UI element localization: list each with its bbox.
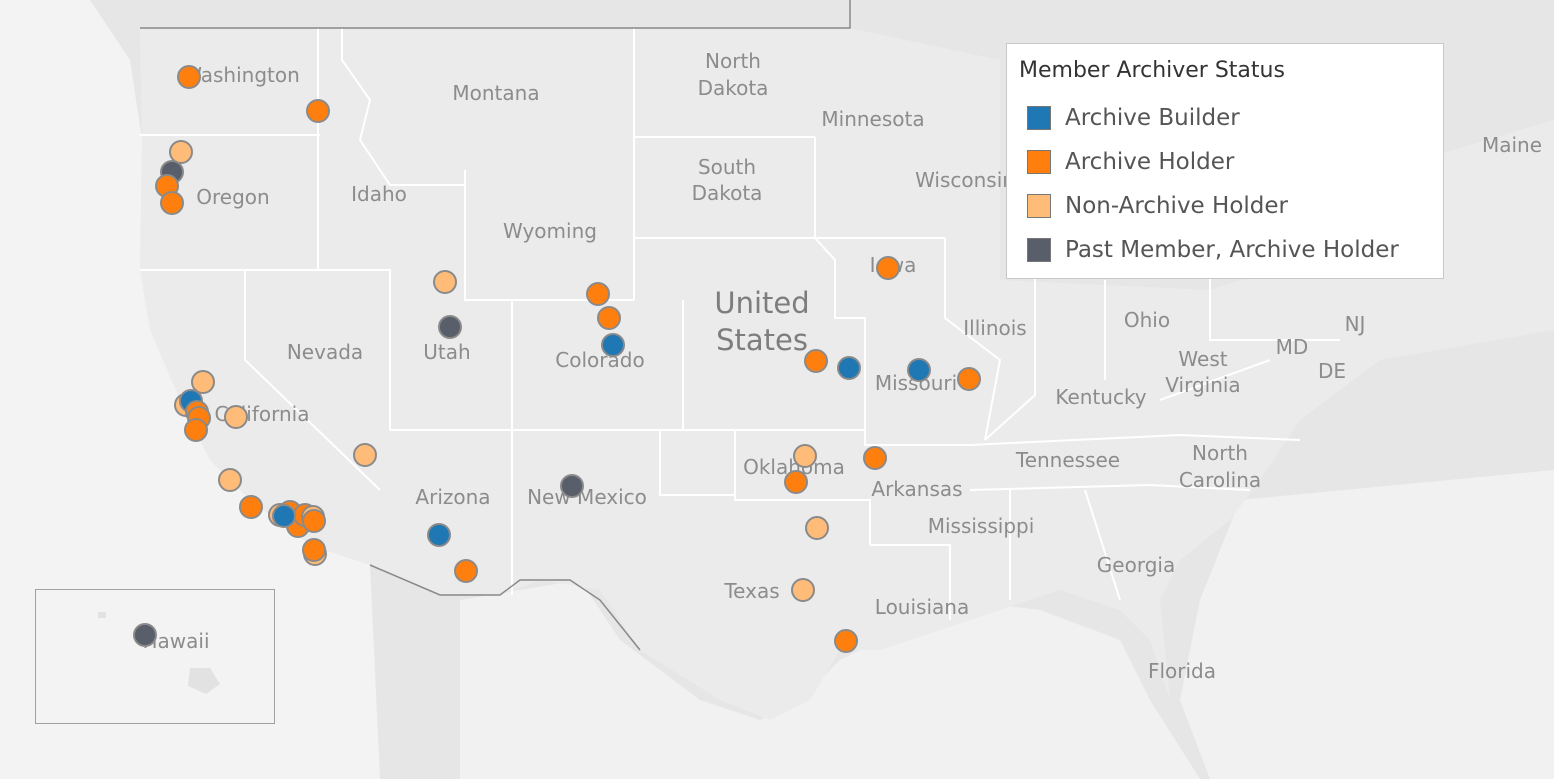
member-marker[interactable] [586, 282, 610, 306]
legend-title: Member Archiver Status [1019, 58, 1285, 83]
member-marker[interactable] [433, 270, 457, 294]
legend-label: Archive Builder [1065, 105, 1240, 131]
member-marker[interactable] [177, 65, 201, 89]
state-label: Wisconsin [915, 168, 1015, 192]
legend-swatch [1027, 194, 1051, 218]
state-label: West [1178, 347, 1227, 371]
legend-swatch [1027, 150, 1051, 174]
member-marker[interactable] [302, 538, 326, 562]
legend-item-archive-builder[interactable]: Archive Builder [1019, 96, 1431, 140]
member-marker[interactable] [876, 256, 900, 280]
legend-label: Archive Holder [1065, 149, 1235, 175]
member-marker[interactable] [160, 191, 184, 215]
member-marker[interactable] [306, 99, 330, 123]
member-marker[interactable] [601, 333, 625, 357]
legend: Member Archiver Status Archive Builder A… [1006, 43, 1444, 279]
member-marker[interactable] [224, 405, 248, 429]
state-label: Arizona [415, 485, 490, 509]
member-marker[interactable] [302, 509, 326, 533]
state-label: Idaho [351, 182, 407, 206]
member-marker[interactable] [597, 306, 621, 330]
state-label: Ohio [1124, 308, 1170, 332]
state-label: Oregon [196, 185, 269, 209]
member-marker[interactable] [837, 356, 861, 380]
member-marker[interactable] [560, 474, 584, 498]
member-marker[interactable] [133, 623, 157, 647]
legend-item-archive-holder[interactable]: Archive Holder [1019, 140, 1431, 184]
country-label: States [716, 323, 808, 357]
member-marker[interactable] [805, 516, 829, 540]
state-label: Mississippi [928, 514, 1035, 538]
member-marker[interactable] [784, 470, 808, 494]
state-label: Maine [1482, 133, 1542, 157]
member-marker[interactable] [353, 443, 377, 467]
member-marker[interactable] [218, 468, 242, 492]
state-label: Kentucky [1055, 385, 1146, 409]
member-marker[interactable] [184, 418, 208, 442]
state-label: Montana [452, 81, 539, 105]
state-label: NJ [1345, 312, 1366, 336]
member-marker[interactable] [804, 349, 828, 373]
country-label: United [714, 286, 809, 320]
member-marker[interactable] [191, 370, 215, 394]
member-marker[interactable] [907, 358, 931, 382]
member-marker[interactable] [863, 446, 887, 470]
state-label: Washington [182, 63, 300, 87]
state-label: Illinois [963, 316, 1026, 340]
state-label: MD [1276, 335, 1309, 359]
member-marker[interactable] [454, 559, 478, 583]
legend-label: Non-Archive Holder [1065, 193, 1288, 219]
hawaii-inset [35, 589, 275, 724]
state-label: Colorado [555, 348, 644, 372]
state-label: Utah [423, 340, 470, 364]
member-marker[interactable] [169, 140, 193, 164]
legend-item-non-archive-holder[interactable]: Non-Archive Holder [1019, 184, 1431, 228]
state-label: Wyoming [503, 219, 597, 243]
state-label: Tennessee [1015, 448, 1120, 472]
state-label: Minnesota [821, 107, 924, 131]
state-label: Nevada [287, 340, 363, 364]
state-label: Louisiana [875, 595, 969, 619]
state-label: Florida [1148, 659, 1216, 683]
state-label: South [698, 155, 756, 179]
member-marker[interactable] [793, 444, 817, 468]
state-label: Virginia [1165, 373, 1240, 397]
legend-item-past-member[interactable]: Past Member, Archive Holder [1019, 228, 1431, 272]
state-label: New Mexico [527, 485, 647, 509]
member-marker[interactable] [791, 578, 815, 602]
member-marker[interactable] [834, 629, 858, 653]
member-marker[interactable] [427, 523, 451, 547]
state-label: North [1192, 441, 1248, 465]
member-marker[interactable] [438, 315, 462, 339]
state-label: Georgia [1097, 553, 1175, 577]
legend-swatch [1027, 106, 1051, 130]
state-label: North [705, 49, 761, 73]
member-marker[interactable] [957, 367, 981, 391]
state-label: Dakota [692, 181, 763, 205]
legend-swatch [1027, 238, 1051, 262]
member-marker[interactable] [239, 495, 263, 519]
member-marker[interactable] [272, 504, 296, 528]
state-label: Arkansas [871, 477, 962, 501]
legend-label: Past Member, Archive Holder [1065, 237, 1399, 263]
state-label: Dakota [698, 76, 769, 100]
state-label: Texas [723, 579, 779, 603]
state-label: DE [1318, 359, 1346, 383]
state-label: Carolina [1179, 468, 1261, 492]
